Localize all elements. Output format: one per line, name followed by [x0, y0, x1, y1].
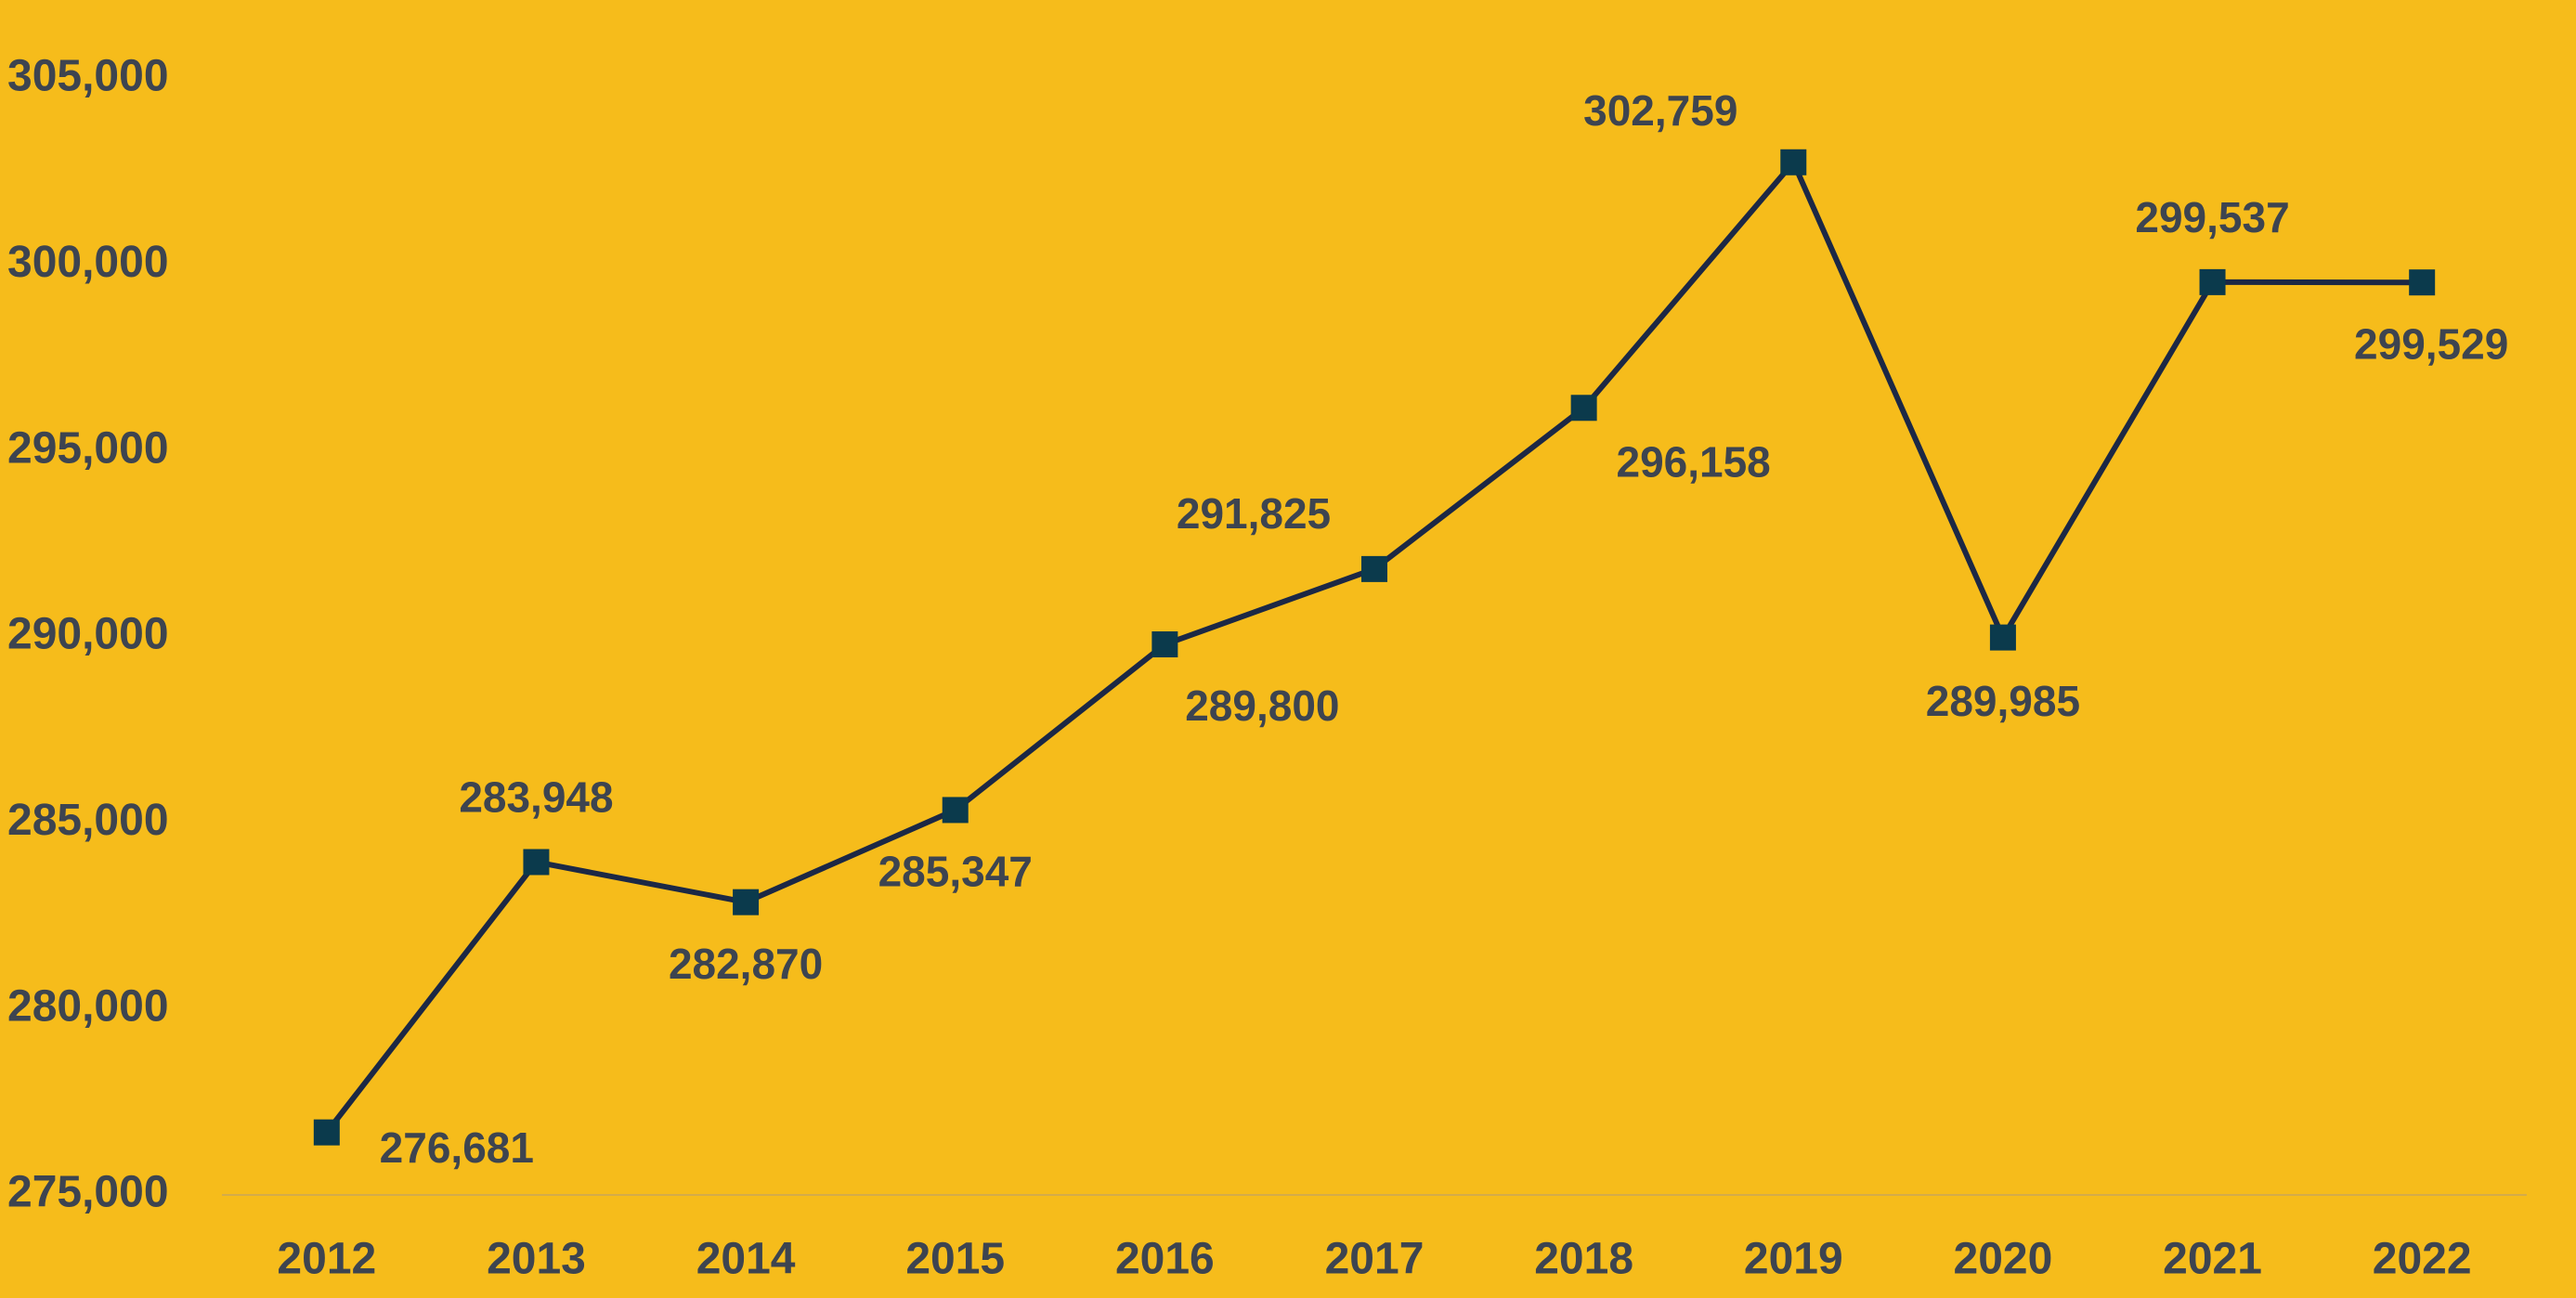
- x-tick-label: 2012: [277, 1235, 376, 1284]
- y-tick-label: 295,000: [7, 423, 169, 473]
- x-tick-label: 2015: [905, 1235, 1005, 1284]
- x-tick-label: 2021: [2163, 1235, 2262, 1284]
- data-label: 289,800: [1185, 681, 1339, 730]
- y-tick-label: 300,000: [7, 238, 169, 287]
- x-tick-label: 2022: [2373, 1235, 2472, 1284]
- data-marker: [313, 1119, 340, 1146]
- data-label: 282,870: [669, 940, 823, 988]
- data-marker: [2199, 268, 2226, 295]
- data-marker: [1570, 395, 1597, 422]
- data-marker: [1361, 555, 1387, 582]
- y-tick-label: 305,000: [7, 52, 169, 101]
- x-tick-label: 2017: [1325, 1235, 1425, 1284]
- data-marker: [1989, 624, 2016, 651]
- y-tick-label: 290,000: [7, 610, 169, 659]
- data-label: 296,158: [1616, 437, 1770, 486]
- data-label: 299,529: [2354, 319, 2508, 368]
- x-tick-label: 2019: [1744, 1235, 1843, 1284]
- data-marker: [942, 797, 969, 824]
- data-marker: [523, 849, 550, 876]
- y-tick-label: 285,000: [7, 796, 169, 845]
- data-marker: [2409, 269, 2436, 296]
- data-label: 299,537: [2135, 193, 2289, 241]
- x-tick-label: 2020: [1954, 1235, 2053, 1284]
- x-tick-label: 2016: [1115, 1235, 1215, 1284]
- data-marker: [1780, 149, 1807, 175]
- data-label: 302,759: [1583, 86, 1737, 135]
- data-marker: [733, 889, 760, 915]
- data-label: 291,825: [1177, 489, 1331, 538]
- data-label: 285,347: [878, 848, 1033, 896]
- data-label: 283,948: [459, 773, 613, 822]
- data-label: 276,681: [380, 1123, 534, 1172]
- data-marker: [1151, 631, 1178, 658]
- y-tick-label: 275,000: [7, 1168, 169, 1217]
- x-tick-label: 2014: [696, 1235, 796, 1284]
- data-label: 289,985: [1926, 677, 2080, 725]
- y-tick-label: 280,000: [7, 981, 169, 1031]
- x-tick-label: 2018: [1534, 1235, 1633, 1284]
- x-tick-label: 2013: [487, 1235, 586, 1284]
